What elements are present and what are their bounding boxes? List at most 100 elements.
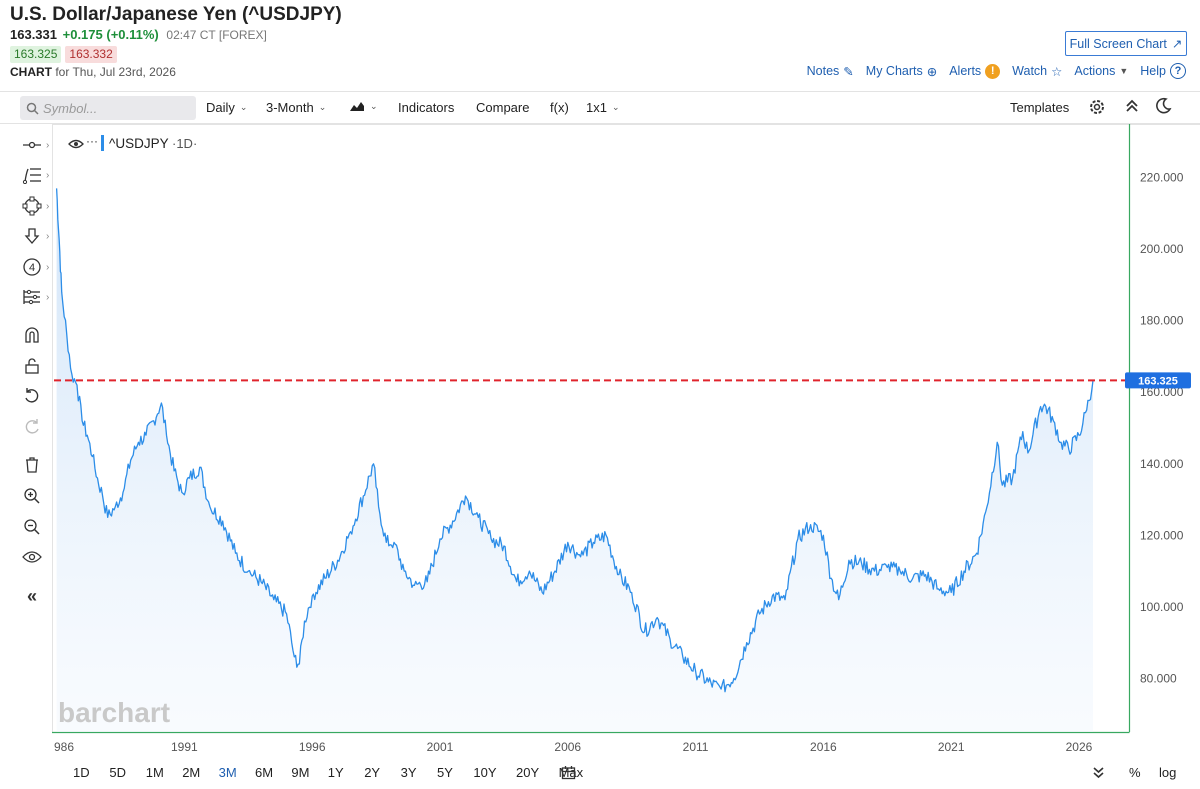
my-charts-link[interactable]: My Charts ⊕ [866,64,937,79]
scroll-down-button[interactable] [1092,765,1105,783]
chart-date-line: CHART for Thu, Jul 23rd, 2026 [10,65,176,79]
moon-icon [1156,97,1172,114]
price-change: +0.175 (+0.11%) [62,27,159,42]
alert-icon: ! [985,63,1001,79]
interval-dropdown[interactable]: Daily ⌄ [206,100,247,115]
alerts-link[interactable]: Alerts ! [949,63,1001,79]
timeframe-max[interactable]: Max [558,765,584,780]
timeframe-9m[interactable]: 9M [291,765,310,780]
fibonacci-icon [22,168,41,184]
timeframe-3m[interactable]: 3M [218,765,237,780]
undo-button[interactable] [20,385,44,407]
chart-area[interactable]: 80.000 100.000 120.000 140.000 160.000 180.00… [0,124,1200,760]
y-axis-ticks: 80.000 100.000 120.000 140.000 160.000 180.00… [1140,171,1184,686]
ask-price: 163.332 [65,46,117,63]
chevron-right-icon: › [46,291,50,303]
x-tick-label: 2011 [683,740,709,754]
y-tick-label: 220.000 [1140,171,1184,185]
unlock-icon [25,358,39,374]
compare-button[interactable]: Compare [476,100,529,115]
collapse-tools-button[interactable]: « [20,585,44,607]
visibility-button[interactable] [20,546,44,568]
x-tick-label: 2026 [1066,740,1093,754]
timeframe-10y[interactable]: 10Y [473,765,497,780]
actions-menu[interactable]: Actions ▼ [1074,64,1128,78]
edit-icon: ✎ [843,64,854,79]
x-tick-label: 2006 [554,740,581,754]
calendar-button[interactable] [561,765,576,783]
range-dropdown[interactable]: 3-Month ⌄ [266,100,326,115]
line-tool[interactable]: › [20,134,49,156]
log-scale-toggle[interactable]: log [1159,765,1176,780]
function-button[interactable]: f(x) [550,100,569,115]
notes-link[interactable]: Notes ✎ [807,64,854,79]
delete-drawings-button[interactable] [20,454,44,476]
actions-label: Actions [1074,64,1116,78]
timeframe-5d[interactable]: 5D [109,765,127,780]
redo-icon [25,419,39,434]
redo-button[interactable] [20,416,44,438]
annotation-tool[interactable]: › [20,225,49,247]
legend-options[interactable]: ··· [86,134,98,148]
range-label: 3-Month [266,100,314,115]
plus-circle-icon: ⊕ [926,64,938,79]
external-arrow-icon: ↗ [1171,37,1183,51]
y-tick-label: 140.000 [1140,457,1184,471]
magnet-tool[interactable] [20,324,44,346]
y-tick-label: 100.000 [1140,600,1184,614]
help-link[interactable]: Help ? [1140,63,1186,79]
templates-button[interactable]: Templates [1010,100,1069,115]
zoom-out-button[interactable] [20,516,44,538]
zoom-in-button[interactable] [20,485,44,507]
indicators-label: Indicators [398,100,455,115]
x-tick-label: 1996 [299,740,326,754]
symbol-search-input[interactable]: Symbol... [20,96,196,120]
percent-scale-toggle[interactable]: % [1129,765,1141,780]
last-price-tag: 163.325 [1125,372,1191,389]
number-four-icon: 4 [23,258,41,276]
price-area [56,188,1094,732]
watch-link[interactable]: Watch ☆ [1012,64,1062,79]
fib-tool[interactable]: › [20,164,49,186]
y-tick-label: 200.000 [1140,242,1184,256]
quote-time: 02:47 CT [FOREX] [166,28,267,42]
full-screen-chart-button[interactable]: Full Screen Chart ↗ [1065,31,1187,56]
notes-label: Notes [806,64,840,78]
timeframe-1d[interactable]: 1D [73,765,90,780]
wave-tool[interactable]: 4 › [20,256,49,278]
undo-icon [25,388,39,403]
shape-tool[interactable]: › [20,195,49,217]
x-tick-label: 2001 [427,740,454,754]
timeframe-3y[interactable]: 3Y [400,765,417,780]
collapse-button[interactable] [1124,97,1140,115]
measure-tool[interactable]: › [20,286,49,308]
dark-mode-toggle[interactable] [1155,97,1172,114]
timeframe-1y[interactable]: 1Y [327,765,344,780]
lock-tool[interactable] [20,355,44,377]
chevron-down-icon: ⌄ [239,102,248,112]
legend-interval: ·1D· [172,136,197,151]
layout-dropdown[interactable]: 1x1 ⌄ [586,100,620,115]
chart-type-dropdown[interactable]: ⌄ [349,100,378,112]
full-screen-label: Full Screen Chart [1069,36,1167,51]
timeframe-5y[interactable]: 5Y [437,765,453,780]
magnet-icon [25,327,39,343]
x-tick-label: 986 [54,740,74,754]
symbol-placeholder: Symbol... [43,100,98,116]
settings-button[interactable] [1088,98,1106,116]
timeframe-2m[interactable]: 2M [182,765,201,780]
last-price-tag-label: 163.325 [1138,375,1178,387]
timeframe-6m[interactable]: 6M [255,765,274,780]
timeframe-1m[interactable]: 1M [145,765,164,780]
timeframe-2y[interactable]: 2Y [364,765,381,780]
star-plus-icon: ☆ [1051,64,1063,79]
indicators-button[interactable]: Indicators [398,100,454,115]
alerts-label: Alerts [949,64,982,78]
legend-eye-icon[interactable] [68,139,84,149]
chevron-down-icon: ⌄ [370,100,378,111]
measure-icon [23,289,40,305]
calendar-icon [561,766,576,780]
barchart-watermark: barchart [58,697,170,728]
timeframe-20y[interactable]: 20Y [516,765,540,780]
layout-label: 1x1 [586,100,607,115]
